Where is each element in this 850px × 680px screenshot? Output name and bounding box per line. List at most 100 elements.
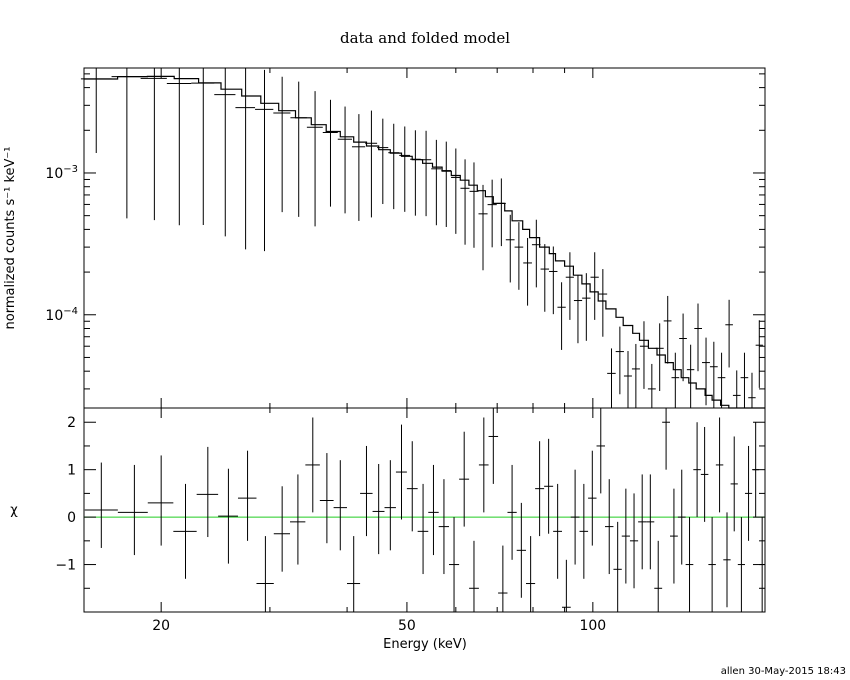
data-point	[496, 178, 506, 247]
data-point	[540, 244, 550, 312]
data-point	[582, 273, 591, 341]
data-point	[306, 91, 323, 227]
bottom-axis-ticks	[84, 408, 765, 613]
residual-point	[629, 493, 639, 589]
residual-point	[646, 474, 655, 570]
data-point	[290, 81, 307, 217]
residual-point	[346, 536, 361, 612]
bottom-panel: −1 0 1 2 20 50 100 χ Energy (keV)	[10, 407, 766, 652]
residual-point	[469, 540, 479, 612]
data-point	[80, 68, 112, 154]
y-tick-label: 0	[67, 510, 76, 526]
data-point	[615, 326, 624, 395]
residual-point	[708, 517, 716, 612]
residual-point	[535, 441, 545, 537]
data-point	[623, 351, 632, 408]
x-tick-label: 20	[152, 618, 170, 634]
data-point	[420, 130, 432, 217]
data-point	[549, 246, 558, 315]
data-point	[694, 303, 703, 372]
residual-point	[677, 469, 686, 565]
data-point	[514, 222, 524, 290]
data-point	[505, 214, 515, 283]
data-point	[255, 69, 274, 252]
residual-point	[525, 536, 536, 612]
data-point	[111, 68, 141, 219]
data-point	[740, 352, 749, 408]
residual-point	[305, 417, 320, 513]
residual-point	[360, 445, 373, 537]
residual-point	[613, 521, 622, 612]
residual-point	[516, 502, 526, 598]
data-point	[686, 344, 695, 408]
residual-point	[553, 483, 563, 579]
residual-point	[428, 464, 439, 556]
data-point	[273, 76, 291, 213]
footer-stamp: allen 30-May-2015 18:43	[721, 666, 846, 677]
residual-point	[507, 464, 517, 560]
data-point	[487, 179, 497, 248]
top-y-tick-labels: 10−3 10−4	[45, 164, 78, 324]
data-point	[607, 348, 616, 408]
residual-point	[218, 468, 238, 564]
data-point	[590, 252, 599, 320]
residual-point	[662, 408, 671, 470]
data-point	[639, 321, 648, 389]
data-point	[748, 372, 756, 408]
residual-point	[290, 474, 306, 565]
x-tick-labels: 20 50 100	[152, 618, 606, 634]
residual-point	[372, 463, 385, 555]
residual-point	[417, 483, 429, 575]
residual-point	[117, 464, 148, 556]
top-data-points	[80, 68, 763, 408]
data-point	[709, 341, 718, 408]
y-tick-label: 10−3	[45, 164, 78, 182]
data-point	[235, 68, 256, 250]
data-point	[573, 275, 583, 344]
data-point	[451, 148, 461, 234]
data-point	[140, 68, 167, 221]
bottom-panel-frame	[83, 407, 766, 613]
data-point	[671, 352, 680, 408]
residual-point	[147, 455, 174, 546]
data-point	[478, 184, 488, 271]
residual-point	[196, 446, 219, 538]
top-axis-ticks	[84, 68, 765, 408]
residual-point	[333, 460, 347, 551]
residual-point	[700, 426, 709, 522]
residual-point	[570, 469, 580, 565]
data-point	[717, 352, 726, 408]
data-point	[732, 370, 741, 408]
data-point	[655, 323, 664, 391]
data-point	[647, 363, 656, 408]
residual-point	[498, 545, 508, 612]
residual-point	[715, 417, 724, 513]
residual-point	[406, 441, 418, 532]
data-point	[469, 162, 479, 248]
residual-point	[562, 559, 571, 612]
residual-point	[384, 460, 396, 551]
data-point	[755, 320, 763, 388]
x-axis-label: Energy (keV)	[383, 637, 467, 652]
x-tick-label: 100	[579, 618, 606, 634]
data-point	[388, 123, 400, 210]
residual-point	[596, 408, 606, 494]
top-y-axis-label: normalized counts s⁻¹ keV⁻¹	[3, 147, 18, 330]
x-tick-label: 50	[398, 618, 416, 634]
residual-point	[488, 408, 499, 484]
residual-point	[273, 486, 291, 572]
y-tick-label: 10−4	[45, 306, 78, 324]
data-point	[337, 106, 352, 214]
residual-point	[478, 417, 489, 513]
residual-point	[621, 488, 630, 584]
data-point	[702, 337, 710, 406]
residual-point	[84, 462, 118, 548]
residual-point	[544, 438, 554, 534]
data-point	[557, 282, 566, 350]
data-point	[460, 159, 470, 245]
data-point	[166, 68, 192, 226]
residual-point	[237, 450, 257, 541]
residual-point	[752, 422, 759, 518]
bottom-y-axis-label: χ	[10, 503, 18, 518]
residual-point	[638, 474, 647, 570]
